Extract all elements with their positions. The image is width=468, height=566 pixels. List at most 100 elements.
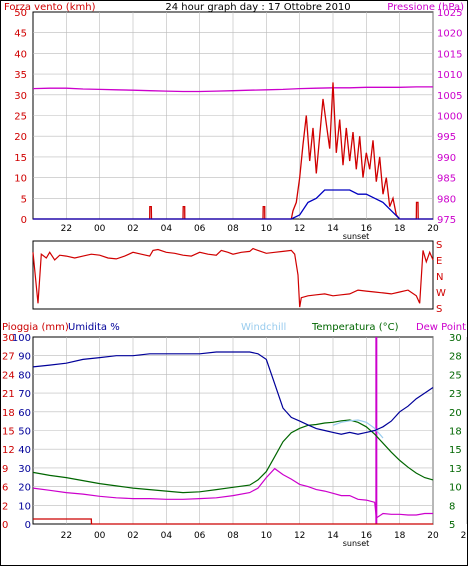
wind-y-tick-label: 15 — [14, 153, 27, 164]
pressure-y-tick-label: 1010 — [437, 70, 462, 81]
humidity-y-tick-label: 90 — [18, 352, 31, 363]
pressure-y-tick-label: 980 — [437, 194, 456, 205]
chart-title: 24 hour graph day : 17 Ottobre 2010 — [165, 2, 350, 13]
humidity-x-tick-label: 06 — [194, 531, 206, 541]
humidity-y-tick-label: 50 — [18, 427, 31, 438]
wind-x-tick-label: 16 — [361, 224, 373, 234]
pressure-y-tick-label: 1020 — [437, 29, 462, 40]
pressure-y-tick-label: 1025 — [437, 8, 462, 19]
rain-y-tick-label: 0 — [2, 520, 8, 531]
humidity-marks — [32, 337, 434, 525]
rain-y-tick-label: 6 — [2, 483, 8, 494]
direction-tick-label: S — [436, 304, 442, 315]
temperature-y-tick-label: 8 — [449, 501, 455, 512]
humidity-temperature-panel: 2200020406081012141618202200510282061030… — [2, 322, 468, 548]
humidity-axis-label: Umidita % — [68, 322, 120, 333]
wind-grid — [33, 12, 434, 219]
wind-y-tick-label: 40 — [14, 49, 27, 60]
humidity-y-tick-label: 60 — [18, 408, 31, 419]
humidity-y-tick-label: 0 — [25, 520, 31, 531]
wind-x-tick-label: 14 — [327, 224, 339, 234]
wind-y-tick-label: 30 — [14, 91, 27, 102]
rain-y-tick-label: 2 — [2, 501, 8, 512]
wind-x-tick-label: 06 — [194, 224, 206, 234]
humidity-y-tick-label: 70 — [18, 389, 31, 400]
windchill-line — [332, 419, 384, 439]
wind-y-tick-label: 20 — [14, 132, 27, 143]
direction-tick-label: W — [436, 288, 446, 299]
humidity-x-tick-label: 22 — [61, 531, 72, 541]
direction-tick-label: N — [436, 272, 443, 283]
wind-sunset-label: sunset — [343, 232, 370, 241]
pressure-axis-label: Pressione (hPa) — [387, 2, 464, 13]
pressure-y-tick-label: 1015 — [437, 49, 462, 60]
wind-y-tick-label: 25 — [14, 112, 27, 123]
direction-tick-label: E — [436, 256, 442, 267]
wind-x-tick-label: 02 — [127, 224, 138, 234]
temperature-line — [32, 419, 434, 494]
pressure-y-tick-label: 1000 — [437, 112, 462, 123]
temperature-y-tick-label: 5 — [449, 520, 455, 531]
wind-y-tick-label: 10 — [14, 174, 27, 185]
pressure-y-tick-label: 975 — [437, 215, 456, 226]
temperature-y-tick-label: 30 — [449, 333, 462, 344]
wind-average-line — [33, 189, 433, 220]
temperature-y-tick-label: 20 — [449, 408, 462, 419]
pressure-y-tick-label: 1005 — [437, 91, 462, 102]
rain-y-tick-label: 12 — [2, 445, 15, 456]
wind-marks — [32, 82, 433, 220]
temperature-y-tick-label: 13 — [449, 464, 462, 475]
humidity-x-tick-label: 10 — [261, 531, 273, 541]
pressure-y-tick-label: 995 — [437, 132, 456, 143]
wind-direction-line — [32, 247, 434, 308]
rain-y-tick-label: 24 — [2, 370, 15, 381]
humidity-x-tick-label: 02 — [127, 531, 138, 541]
rain-y-tick-label: 21 — [2, 389, 15, 400]
humidity-y-tick-label: 30 — [18, 464, 31, 475]
humidity-x-tick-label: 16 — [361, 531, 373, 541]
wind-x-tick-label: 22 — [61, 224, 72, 234]
direction-tick-label: S — [436, 240, 442, 251]
humidity-line — [32, 351, 434, 435]
humidity-y-tick-label: 40 — [18, 445, 31, 456]
windchill-axis-label: Windchill — [241, 322, 286, 333]
temperature-y-tick-label: 23 — [449, 389, 462, 400]
rain-y-tick-label: 9 — [2, 464, 8, 475]
humidity-x-tick-label: 18 — [394, 531, 406, 541]
pressure-y-tick-label: 985 — [437, 174, 456, 185]
temperature-y-tick-label: 25 — [449, 370, 462, 381]
humidity-y-tick-label: 20 — [18, 483, 31, 494]
humidity-x-tick-label: 04 — [161, 531, 173, 541]
temperature-y-tick-label: 28 — [449, 352, 462, 363]
humidity-y-tick-label: 100 — [12, 333, 31, 344]
humidity-y-tick-label: 10 — [18, 501, 31, 512]
wind-y-tick-label: 0 — [21, 215, 27, 226]
direction-plot-area — [32, 240, 434, 310]
temperature-y-tick-label: 10 — [449, 483, 462, 494]
wind-x-tick-label: 12 — [294, 224, 305, 234]
rain-y-tick-label: 18 — [2, 408, 15, 419]
wind-x-tick-label: 00 — [94, 224, 106, 234]
wind-axis-label: Forza vento (kmh) — [4, 2, 96, 13]
wind-y-tick-label: 45 — [14, 29, 27, 40]
humidity-x-tick-label: 22 — [461, 531, 468, 541]
wind-y-tick-label: 35 — [14, 70, 27, 81]
wind-x-tick-label: 20 — [427, 224, 439, 234]
humidity-x-tick-label: 20 — [427, 531, 439, 541]
temperature-y-tick-label: 18 — [449, 427, 462, 438]
rain-y-tick-label: 15 — [2, 427, 15, 438]
wind-y-tick-label: 50 — [14, 8, 27, 19]
wind-x-tick-label: 10 — [261, 224, 273, 234]
dewpoint-axis-label: Dew Point — [416, 322, 466, 333]
wind-y-tick-label: 5 — [21, 194, 27, 205]
rain-y-tick-label: 30 — [2, 333, 15, 344]
pressure-y-tick-label: 990 — [437, 153, 456, 164]
temperature-axis-label: Temperatura (°C) — [311, 322, 399, 333]
humidity-y-tick-label: 80 — [18, 370, 31, 381]
humidity-sunset-label: sunset — [343, 539, 370, 548]
humidity-ticks: 2200020406081012141618202200510282061030… — [2, 333, 468, 541]
pressure-line — [32, 86, 433, 93]
